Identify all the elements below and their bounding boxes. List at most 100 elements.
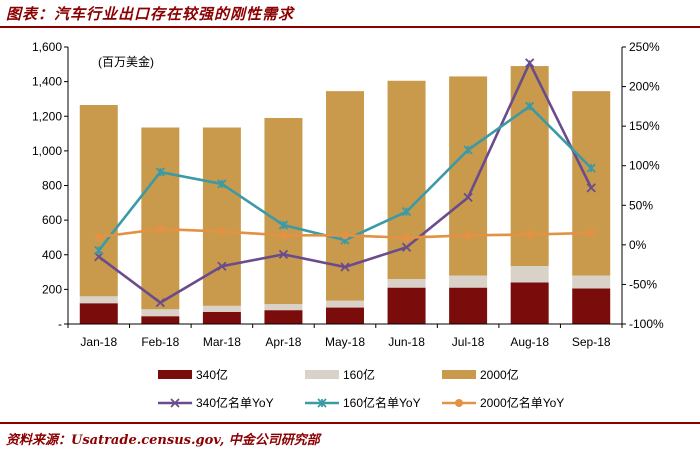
legend-marker: [455, 399, 463, 407]
y-left-tick-label: 600: [42, 213, 62, 227]
bar-340: [572, 288, 611, 324]
line-2000-yoy-point: [156, 225, 165, 234]
bar-160: [202, 305, 241, 312]
y-right-tick-label: 150%: [629, 119, 660, 133]
line-160-yoy-point: [586, 163, 596, 173]
bar-340: [141, 316, 180, 324]
y-left-tick-label: 1,200: [32, 109, 62, 123]
line-160-yoy-point: [94, 245, 104, 256]
bar-2000: [79, 104, 118, 297]
legend-340-yoy: 340亿名单YoY: [158, 395, 274, 410]
x-tick-label: Jul-18: [452, 335, 485, 349]
line-340-yoy-point: [155, 297, 165, 308]
bar-2000: [449, 76, 488, 276]
y-left-tick-label: 1,000: [32, 144, 62, 158]
y-right-tick-label: 200%: [629, 80, 660, 94]
line-340-yoy-point: [586, 183, 596, 193]
marker-stroke: [525, 58, 535, 68]
x-tick-label: Apr-18: [265, 335, 301, 349]
legend-160-yoy: 160亿名单YoY: [305, 395, 421, 410]
line-160-yoy-point: [155, 167, 165, 177]
legend-label: 340亿名单YoY: [196, 395, 274, 410]
line-2000-yoy-point: [217, 227, 226, 236]
marker-stroke: [278, 249, 289, 259]
bar-160: [79, 296, 118, 304]
legend-marker: [170, 398, 180, 408]
source-note: 资料来源：Usatrade.census.gov, 中金公司研究部: [6, 433, 320, 448]
legend-label: 2000亿: [480, 367, 519, 382]
bar-2000: [572, 91, 611, 276]
x-tick-label: Mar-18: [203, 335, 241, 349]
legend-marker: [317, 398, 327, 408]
y-left-tick-label: 1,600: [32, 40, 62, 54]
line-160-yoy-point: [401, 206, 412, 217]
y-left-tick-label: -: [58, 317, 62, 331]
line-340-yoy-point: [278, 249, 289, 259]
line-2000-yoy-point: [587, 228, 596, 237]
bar-2000: [387, 80, 426, 279]
bar-2000: [326, 91, 364, 301]
legend: 340亿 160亿 2000亿 340亿名单YoY 160亿名单YoY 2000亿名单Yo…: [158, 367, 564, 410]
bar-340: [449, 287, 488, 324]
line-160-yoy-point: [278, 220, 289, 230]
legend-2000-yoy: 2000亿名单YoY: [442, 395, 564, 410]
marker-stroke: [586, 183, 596, 193]
bar-340: [79, 303, 118, 324]
legend-label: 160亿名单YoY: [343, 395, 421, 410]
x-tick-label: Jan-18: [80, 335, 117, 349]
line-2000-yoy-point: [464, 231, 473, 240]
y-right-tick-label: 100%: [629, 159, 660, 173]
y-right-tick-label: 250%: [629, 40, 660, 54]
bar-160: [510, 266, 549, 283]
bar-160: [387, 278, 426, 288]
line-340-yoy-point: [401, 242, 412, 252]
bar-160: [326, 300, 364, 308]
line-2000-yoy-point: [525, 230, 534, 239]
line-340-yoy-point: [525, 58, 535, 68]
marker-stroke: [155, 297, 165, 308]
x-tick-label: Jun-18: [388, 335, 425, 349]
bar-340: [387, 287, 426, 324]
y-right-tick-label: -100%: [629, 317, 664, 331]
y-left-tick-label: 200: [42, 282, 62, 296]
line-160-yoy-point: [463, 145, 473, 155]
bar-160: [264, 304, 303, 311]
bar-340: [326, 307, 364, 324]
line-160-yoy-point: [217, 179, 227, 189]
chart-title: 图表：汽车行业出口存在较强的刚性需求: [6, 5, 295, 23]
bar-160: [572, 275, 611, 289]
chart: - 200 400 600 800 1,000 1,200 1,400 1,600 -100% -5…: [32, 40, 664, 410]
y-right-tick-label: 0%: [629, 238, 647, 252]
line-160-yoy-point: [525, 101, 535, 111]
legend-swatch: [158, 370, 192, 379]
legend-label: 160亿: [343, 367, 375, 382]
unit-label: (百万美金): [98, 54, 154, 69]
line-2000-yoy-point: [94, 232, 103, 241]
line-340-yoy-point: [463, 192, 473, 203]
legend-swatch: [305, 370, 339, 379]
legend-swatch: [442, 370, 476, 379]
marker-stroke: [401, 242, 412, 252]
marker-stroke: [340, 262, 350, 272]
marker-stroke: [170, 398, 180, 408]
title-bar: 图表：汽车行业出口存在较强的刚性需求: [0, 0, 700, 28]
bar-2000: [264, 117, 303, 305]
line-2000-yoy-point: [341, 231, 349, 240]
x-tick-label: Feb-18: [141, 335, 179, 349]
bar-340: [264, 310, 303, 324]
bar-160: [141, 309, 180, 317]
lines-layer: [94, 58, 596, 308]
x-tick-label: May-18: [325, 335, 365, 349]
source-bar: 资料来源：Usatrade.census.gov, 中金公司研究部: [0, 422, 700, 449]
bar-2000: [202, 127, 241, 306]
legend-160: 160亿: [305, 367, 375, 382]
legend-label: 2000亿名单YoY: [480, 395, 564, 410]
line-340-yoy-point: [340, 262, 350, 272]
bar-340: [510, 282, 549, 324]
line-2000-yoy-point: [279, 231, 288, 240]
y-left-tick-label: 400: [42, 248, 62, 262]
line-340-yoy-point: [217, 261, 227, 271]
marker-stroke: [463, 192, 473, 203]
y-left-tick-label: 1,400: [32, 75, 62, 89]
bar-340: [202, 311, 241, 324]
